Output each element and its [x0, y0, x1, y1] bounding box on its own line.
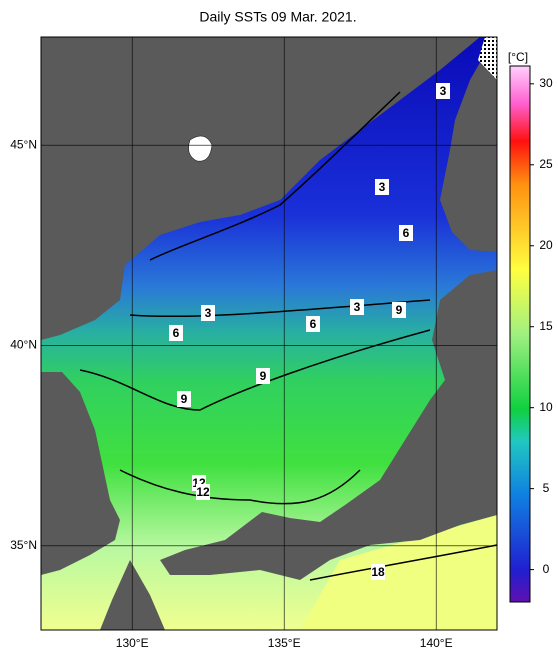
land-hokkaido — [440, 40, 497, 252]
contour-line — [129, 299, 431, 318]
contour-label: 6 — [310, 317, 317, 331]
contour-label-box — [201, 305, 215, 321]
contour-label-box — [177, 391, 191, 407]
contour-line — [79, 329, 431, 411]
colorbar-tick-label: 25 — [539, 157, 553, 171]
contour-label: 18 — [371, 565, 385, 579]
land-mainland — [41, 37, 480, 340]
contour-label: 6 — [403, 226, 410, 240]
colorbar-unit: [°C] — [508, 50, 528, 64]
contour-label-box — [196, 484, 210, 500]
contour-label-box — [256, 368, 270, 384]
contour-label-box — [375, 179, 389, 195]
contour-label: 12 — [196, 485, 210, 499]
lat-tick-label: 45°N — [10, 137, 37, 151]
contour-label-box — [350, 299, 364, 315]
colorbar: [°C] 0 5 10 15 20 25 30 — [508, 50, 553, 603]
lon-tick-label: 130°E — [116, 636, 149, 650]
contour-label-box — [306, 316, 320, 332]
contour-label-box — [392, 302, 406, 318]
contour-label: 3 — [354, 300, 361, 314]
contour-label: 6 — [173, 326, 180, 340]
lake — [188, 135, 213, 162]
contour-label: 3 — [205, 306, 212, 320]
contour-label-box — [169, 325, 183, 341]
colorbar-tick-label: 0 — [543, 562, 550, 576]
map-title: Daily SSTs 09 Mar. 2021. — [199, 9, 356, 25]
contour-label-box — [371, 564, 385, 580]
lat-tick-label: 40°N — [10, 338, 37, 352]
pacific-warm-water — [300, 515, 497, 630]
lat-tick-label: 35°N — [10, 538, 37, 552]
contour-label-box — [399, 225, 413, 241]
colorbar-scale — [509, 65, 531, 603]
colorbar-tick-label: 5 — [543, 481, 550, 495]
contour-label: 3 — [440, 84, 447, 98]
land-honshu — [160, 270, 497, 580]
contour-label: 9 — [260, 369, 267, 383]
colorbar-tick-label: 10 — [539, 400, 553, 414]
contour-label: 9 — [396, 303, 403, 317]
lon-tick-label: 140°E — [420, 636, 453, 650]
lon-tick-label: 135°E — [268, 636, 301, 650]
contour-label: 3 — [379, 180, 386, 194]
map-area — [40, 36, 498, 631]
contour-label: 9 — [181, 392, 188, 406]
contour-line — [149, 91, 401, 261]
colorbar-tick-label: 30 — [539, 76, 553, 90]
contour-label-box — [436, 83, 450, 99]
sea-ice — [478, 37, 497, 80]
contour-line — [309, 544, 498, 581]
contour-line — [119, 469, 361, 505]
colorbar-tick-label: 20 — [539, 238, 553, 252]
map-frame — [40, 36, 498, 631]
land-korea — [41, 372, 120, 575]
colorbar-tick-label: 15 — [539, 319, 553, 333]
